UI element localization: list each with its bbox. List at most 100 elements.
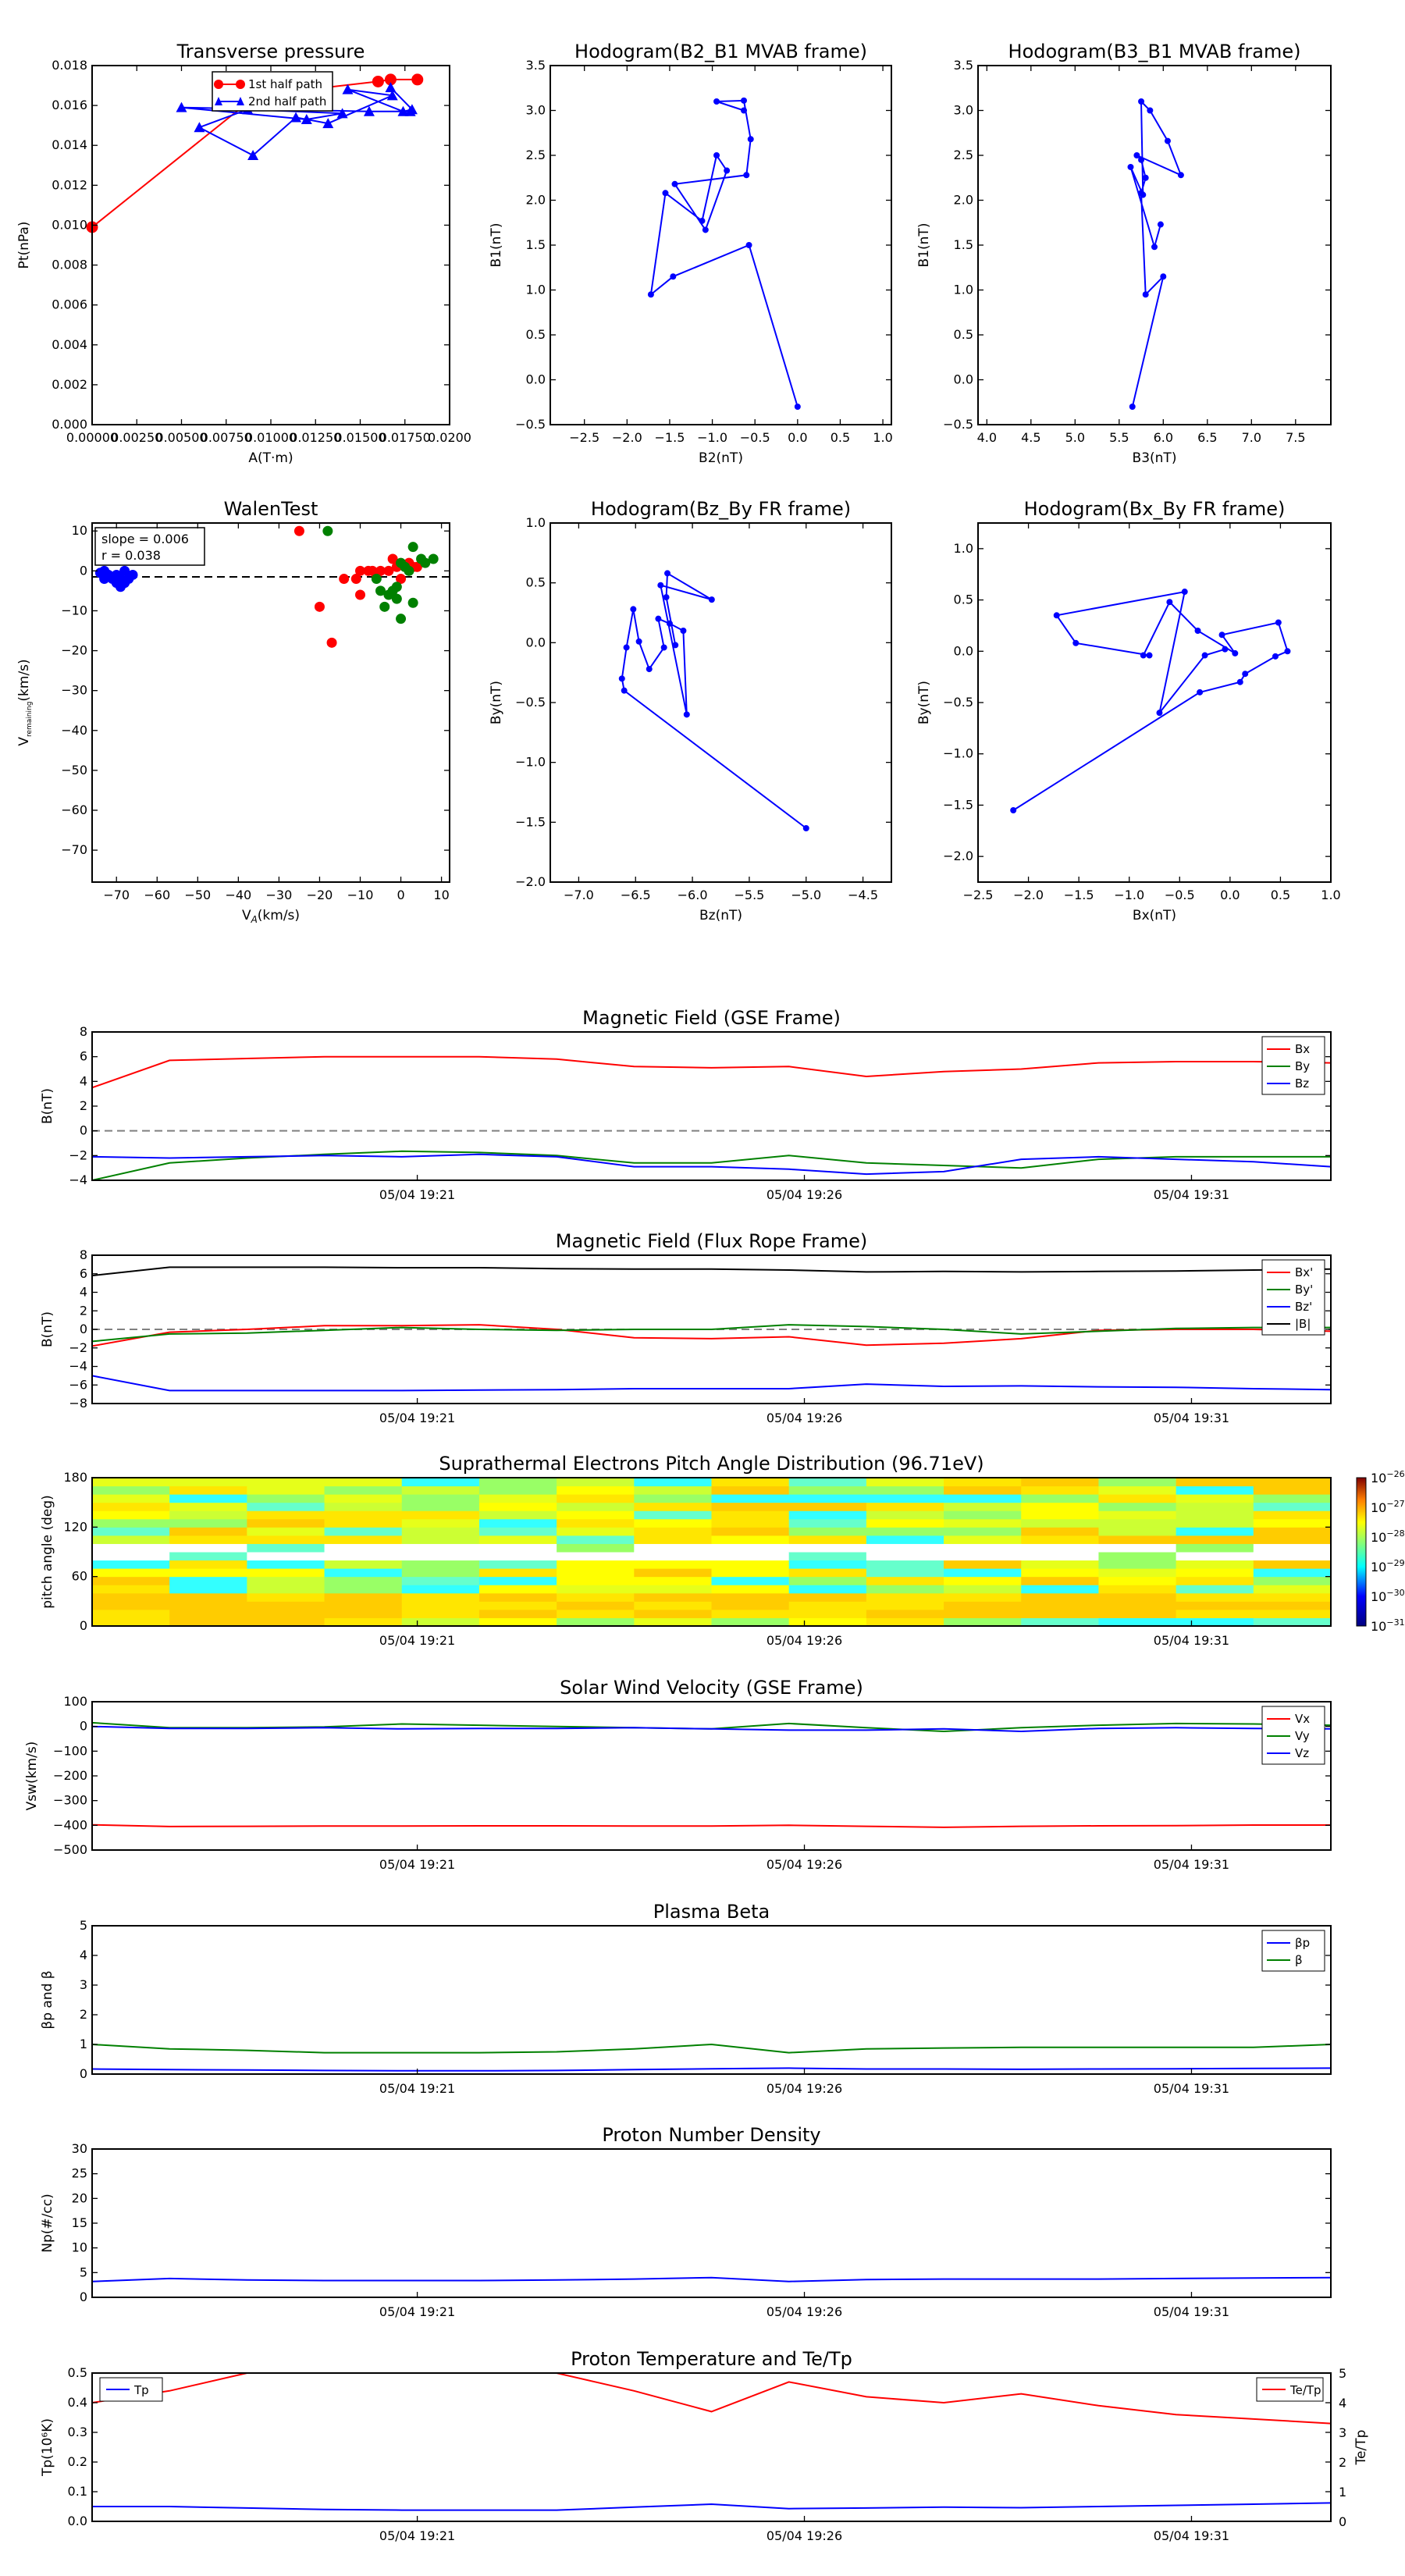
walen-xlabel-sub: A [251, 914, 258, 925]
transverse_pressure-xtick-label: 0.00000 [66, 430, 118, 445]
pad-cell [169, 1502, 247, 1511]
walen-point-green [396, 614, 407, 624]
pad-cell [169, 1485, 247, 1495]
pad-cell [557, 1617, 635, 1627]
mag_gse-ytick-label: 2 [80, 1098, 87, 1113]
temp-right-tick: 3 [1339, 2425, 1346, 2440]
pad-ytick-label: 120 [63, 1519, 87, 1534]
walen-ylabel-main: V [16, 737, 32, 746]
pad-cell [711, 1609, 790, 1618]
density-ytick-label: 20 [72, 2190, 87, 2205]
pad-cell [478, 1617, 557, 1627]
hodo_bzby-xtick-label: −5.5 [734, 888, 764, 902]
hodo_b2b1-ylabel: B1(nT) [489, 223, 504, 268]
pad-cell [169, 1601, 247, 1610]
walen-xtick-label: −50 [184, 888, 211, 902]
pad-cell [247, 1478, 325, 1487]
pad-cell [1176, 1535, 1254, 1544]
pad-cell [92, 1609, 170, 1618]
walen-xtick-label: −20 [307, 888, 333, 902]
pad-cell [944, 1601, 1022, 1610]
hodo_bxby-ytick-label: 1.0 [954, 541, 973, 556]
walen-xtick-label: −30 [266, 888, 293, 902]
pad-cell [944, 1568, 1022, 1578]
hodo_bxby-xtick-label: 0.0 [1220, 888, 1240, 902]
hodo_b2b1-xtick-label: −2.0 [612, 430, 642, 445]
pad-cell [92, 1576, 170, 1585]
hodo_b2b1-point [662, 190, 669, 197]
pad-cell [92, 1494, 170, 1503]
colorbar-label-base: 10 [1371, 1589, 1386, 1604]
walen-point-green [407, 597, 418, 608]
pad-cell [478, 1552, 557, 1561]
hodo_b2b1-point [743, 172, 750, 179]
hodo_bzby-xtick-label: −4.5 [848, 888, 878, 902]
pad-cell [557, 1485, 635, 1495]
pad-cell [247, 1601, 325, 1610]
walen-point-red [355, 589, 365, 600]
pad-cell [478, 1494, 557, 1503]
temp-ytick-label: 0.1 [68, 2484, 87, 2499]
pad-cell [478, 1485, 557, 1495]
hodo_bzby-point [646, 666, 653, 673]
hodo_bzby-xlabel: Bz(nT) [699, 908, 742, 923]
colorbar-label: 10−26 [1371, 1469, 1405, 1485]
mag_fr-ytick-label: −8 [69, 1396, 87, 1411]
pad-cell [1253, 1552, 1332, 1561]
density-ytick-label: 30 [72, 2141, 87, 2156]
pad-cell [788, 1518, 867, 1528]
pad-cell [1176, 1518, 1254, 1528]
hodo_bxby-point [1146, 652, 1153, 659]
pad-cell [401, 1535, 480, 1544]
hodo_b3b1-xlabel: B3(nT) [1133, 450, 1177, 466]
transverse_pressure-ytick-label: 0.016 [52, 98, 87, 112]
pad-cell [1098, 1560, 1177, 1569]
pad-cell [92, 1568, 170, 1578]
pad-cell [788, 1527, 867, 1536]
transverse_pressure-xtick-label: 0.0200 [428, 430, 471, 445]
pad-cell [247, 1592, 325, 1602]
walen-point-blue [127, 569, 138, 580]
hodo_b3b1-point [1140, 191, 1147, 198]
pad-cell [169, 1494, 247, 1503]
hodo_bzby-point [666, 620, 673, 627]
pad-cell [1176, 1592, 1254, 1602]
pad-cell [324, 1527, 403, 1536]
pad-cell [401, 1510, 480, 1520]
hodo_bzby-point [635, 638, 642, 645]
pad-cell [478, 1576, 557, 1585]
pad-cell [1253, 1535, 1332, 1544]
pad-cell [1098, 1543, 1177, 1553]
mag_gse-ytick-label: −4 [69, 1172, 87, 1187]
pad-cell [1021, 1617, 1099, 1627]
hodo_bxby-point [1197, 688, 1204, 696]
pad-cell [92, 1510, 170, 1520]
pad-cell [324, 1494, 403, 1503]
hodo_b2b1-xtick-label: −2.5 [569, 430, 599, 445]
legend-label-first: 1st half path [248, 77, 322, 91]
hodo_bzby-point [708, 596, 715, 603]
pad-cell [1021, 1552, 1099, 1561]
pad-cell [1098, 1518, 1177, 1528]
tetp-legend-box [1256, 2377, 1324, 2402]
temp-right-ylabel: Te/Tp [1353, 2430, 1369, 2466]
pad-cell [1098, 1552, 1177, 1561]
pad-cell [1253, 1592, 1332, 1602]
walen-point-green [322, 525, 333, 536]
hodo_bxby-point [1010, 807, 1017, 813]
hodo_b3b1-ylabel: B1(nT) [916, 223, 932, 268]
transverse_pressure-xtick-label: 0.01000 [245, 430, 297, 445]
hodo_b2b1-point [671, 180, 678, 187]
second-half-point [176, 101, 187, 112]
pad-cell [169, 1552, 247, 1561]
density-ytick-label: 25 [72, 2166, 87, 2181]
hodo_bzby-point [621, 687, 628, 694]
hodo_b2b1-panel: Hodogram(B2_B1 MVAB frame) −2.5 −2.0 −1.5 −1… [489, 41, 893, 466]
walen-point-green [371, 574, 382, 585]
hodo_bxby-ytick-label: −0.5 [943, 695, 973, 710]
pad-cell [1176, 1585, 1254, 1594]
pad-cell [401, 1543, 480, 1553]
pad-cell [247, 1485, 325, 1495]
pad-cell [169, 1543, 247, 1553]
